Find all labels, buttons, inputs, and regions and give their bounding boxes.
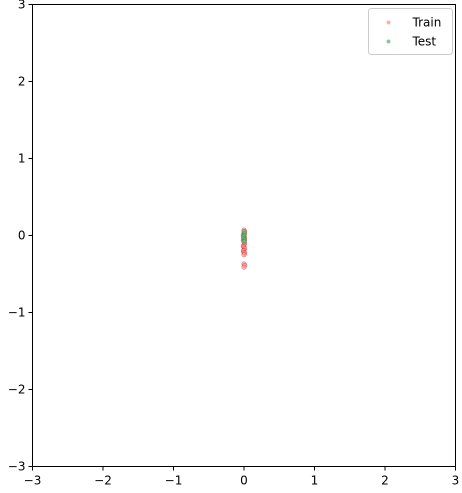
x-tick-label: 2 bbox=[381, 474, 389, 488]
x-tick-label: 0 bbox=[240, 474, 248, 488]
legend-label-test: Test bbox=[412, 35, 437, 49]
train-point bbox=[241, 264, 247, 270]
y-tick-label: −2 bbox=[8, 383, 26, 397]
test-point bbox=[241, 239, 247, 245]
x-tick-label: −2 bbox=[94, 474, 112, 488]
y-tick-label: 3 bbox=[18, 0, 26, 12]
y-tick-label: −3 bbox=[8, 460, 26, 474]
plot-marks bbox=[240, 227, 248, 270]
x-tick-label: 1 bbox=[311, 474, 319, 488]
x-tick-label: −1 bbox=[165, 474, 183, 488]
y-tick-label: −1 bbox=[8, 306, 26, 320]
legend: Train Test bbox=[368, 8, 453, 55]
legend-label-train: Train bbox=[412, 16, 442, 30]
train-point bbox=[241, 252, 247, 258]
y-tick-label: 1 bbox=[18, 152, 26, 166]
axes: −3 −2 −1 0 1 2 3 −3 −2 −1 0 1 2 3 bbox=[8, 0, 460, 488]
x-tick-label: 3 bbox=[452, 474, 460, 488]
legend-marker-test bbox=[386, 39, 391, 44]
legend-marker-train bbox=[386, 20, 391, 25]
x-tick-label: −3 bbox=[24, 474, 42, 488]
y-tick-label: 0 bbox=[18, 229, 26, 243]
y-tick-label: 2 bbox=[18, 75, 26, 89]
